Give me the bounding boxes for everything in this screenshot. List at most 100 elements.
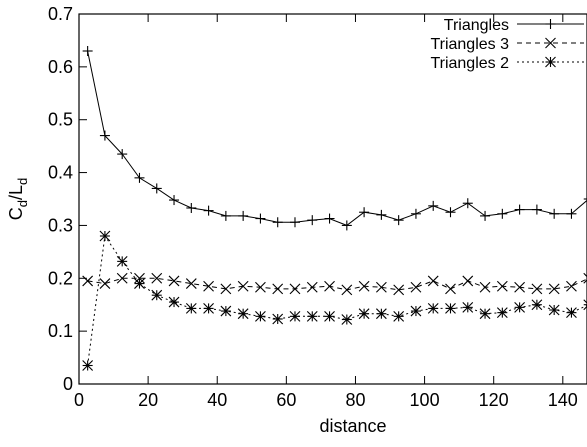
data-point bbox=[203, 280, 214, 292]
data-point bbox=[480, 210, 491, 221]
data-point bbox=[428, 200, 439, 211]
data-point bbox=[272, 217, 283, 228]
series-group bbox=[82, 46, 587, 371]
series-1 bbox=[82, 46, 587, 231]
y-tick-label: 0.5 bbox=[48, 110, 73, 130]
data-point bbox=[531, 204, 542, 215]
data-point bbox=[203, 205, 214, 216]
data-point bbox=[445, 207, 456, 218]
data-point bbox=[324, 280, 335, 292]
legend-label: Triangles bbox=[444, 17, 509, 34]
data-point bbox=[496, 280, 508, 292]
data-point bbox=[566, 307, 577, 319]
x-axis-label: distance bbox=[319, 416, 386, 436]
data-point bbox=[151, 183, 162, 194]
data-point bbox=[479, 281, 491, 293]
data-point bbox=[566, 208, 577, 219]
data-point bbox=[462, 275, 474, 287]
x-tick-label: 120 bbox=[479, 390, 509, 410]
data-point bbox=[393, 284, 405, 296]
data-point bbox=[186, 202, 197, 213]
x-tick-label: 40 bbox=[207, 390, 227, 410]
data-point bbox=[220, 283, 232, 295]
data-point bbox=[306, 281, 318, 293]
legend: Triangles Triangles 3 Triangles 2 bbox=[430, 17, 584, 72]
data-point bbox=[548, 304, 560, 316]
data-point bbox=[151, 272, 163, 284]
x-tick-label: 0 bbox=[74, 390, 84, 410]
x-tick-label: 80 bbox=[345, 390, 365, 410]
data-point bbox=[116, 272, 128, 284]
series-line bbox=[87, 50, 587, 226]
legend-label: Triangles 3 bbox=[430, 36, 509, 53]
data-point bbox=[427, 303, 439, 314]
data-point bbox=[393, 215, 404, 226]
data-point bbox=[393, 310, 405, 322]
data-point bbox=[549, 208, 560, 219]
legend-label: Triangles 2 bbox=[430, 55, 509, 72]
plot-frame bbox=[78, 13, 587, 385]
data-point bbox=[220, 210, 231, 221]
data-point bbox=[289, 217, 300, 228]
legend-marker bbox=[545, 37, 556, 49]
data-point bbox=[99, 130, 110, 141]
data-point bbox=[583, 299, 587, 311]
data-point bbox=[341, 220, 352, 231]
data-point bbox=[462, 198, 473, 209]
data-point bbox=[496, 307, 508, 319]
axis-labels-group: 0 20 40 60 80 100 120 140 0 0.1 0.2 0.3 0.4 0.5 0.6 0.7… bbox=[6, 4, 578, 436]
data-point bbox=[583, 198, 587, 200]
y-tick-label: 0.4 bbox=[48, 163, 73, 183]
data-point bbox=[548, 283, 560, 295]
data-point bbox=[358, 308, 370, 320]
data-point bbox=[514, 281, 526, 293]
data-point bbox=[220, 305, 232, 317]
data-point bbox=[341, 314, 353, 325]
data-point bbox=[479, 308, 491, 320]
data-point bbox=[168, 296, 180, 308]
y-tick-label: 0.2 bbox=[48, 268, 73, 288]
data-point bbox=[169, 195, 180, 206]
series-line bbox=[87, 277, 587, 291]
data-point bbox=[255, 310, 266, 322]
series-3 bbox=[82, 230, 587, 371]
data-point bbox=[238, 210, 249, 221]
data-point bbox=[566, 280, 577, 292]
data-point bbox=[82, 360, 94, 371]
data-point bbox=[272, 283, 284, 295]
y-tick-label: 0.1 bbox=[48, 321, 73, 341]
series-line bbox=[87, 234, 587, 366]
data-point bbox=[445, 283, 456, 295]
data-point bbox=[583, 272, 587, 284]
data-point bbox=[168, 275, 180, 287]
data-point bbox=[376, 209, 387, 220]
data-point bbox=[237, 308, 249, 320]
axes-group bbox=[78, 13, 587, 385]
data-point bbox=[134, 172, 145, 183]
y-tick-label: 0.3 bbox=[48, 215, 73, 235]
y-tick-label: 0.6 bbox=[48, 57, 73, 77]
data-point bbox=[531, 283, 543, 295]
y-tick-label: 0 bbox=[63, 374, 73, 394]
data-point bbox=[82, 275, 94, 287]
x-tick-label: 100 bbox=[410, 390, 440, 410]
data-point bbox=[375, 281, 387, 293]
x-tick-label: 140 bbox=[548, 390, 578, 410]
legend-marker bbox=[545, 19, 556, 29]
data-point bbox=[324, 310, 335, 322]
series-2 bbox=[82, 272, 587, 296]
data-point bbox=[185, 303, 197, 314]
data-point bbox=[341, 284, 353, 296]
data-point bbox=[427, 275, 439, 287]
data-point bbox=[185, 278, 197, 289]
data-point bbox=[410, 305, 422, 317]
data-point bbox=[82, 46, 93, 56]
data-point bbox=[116, 255, 128, 267]
data-point bbox=[410, 281, 422, 293]
data-point bbox=[255, 213, 266, 224]
x-tick-label: 60 bbox=[276, 390, 296, 410]
data-point bbox=[255, 281, 266, 293]
data-point bbox=[151, 289, 163, 301]
